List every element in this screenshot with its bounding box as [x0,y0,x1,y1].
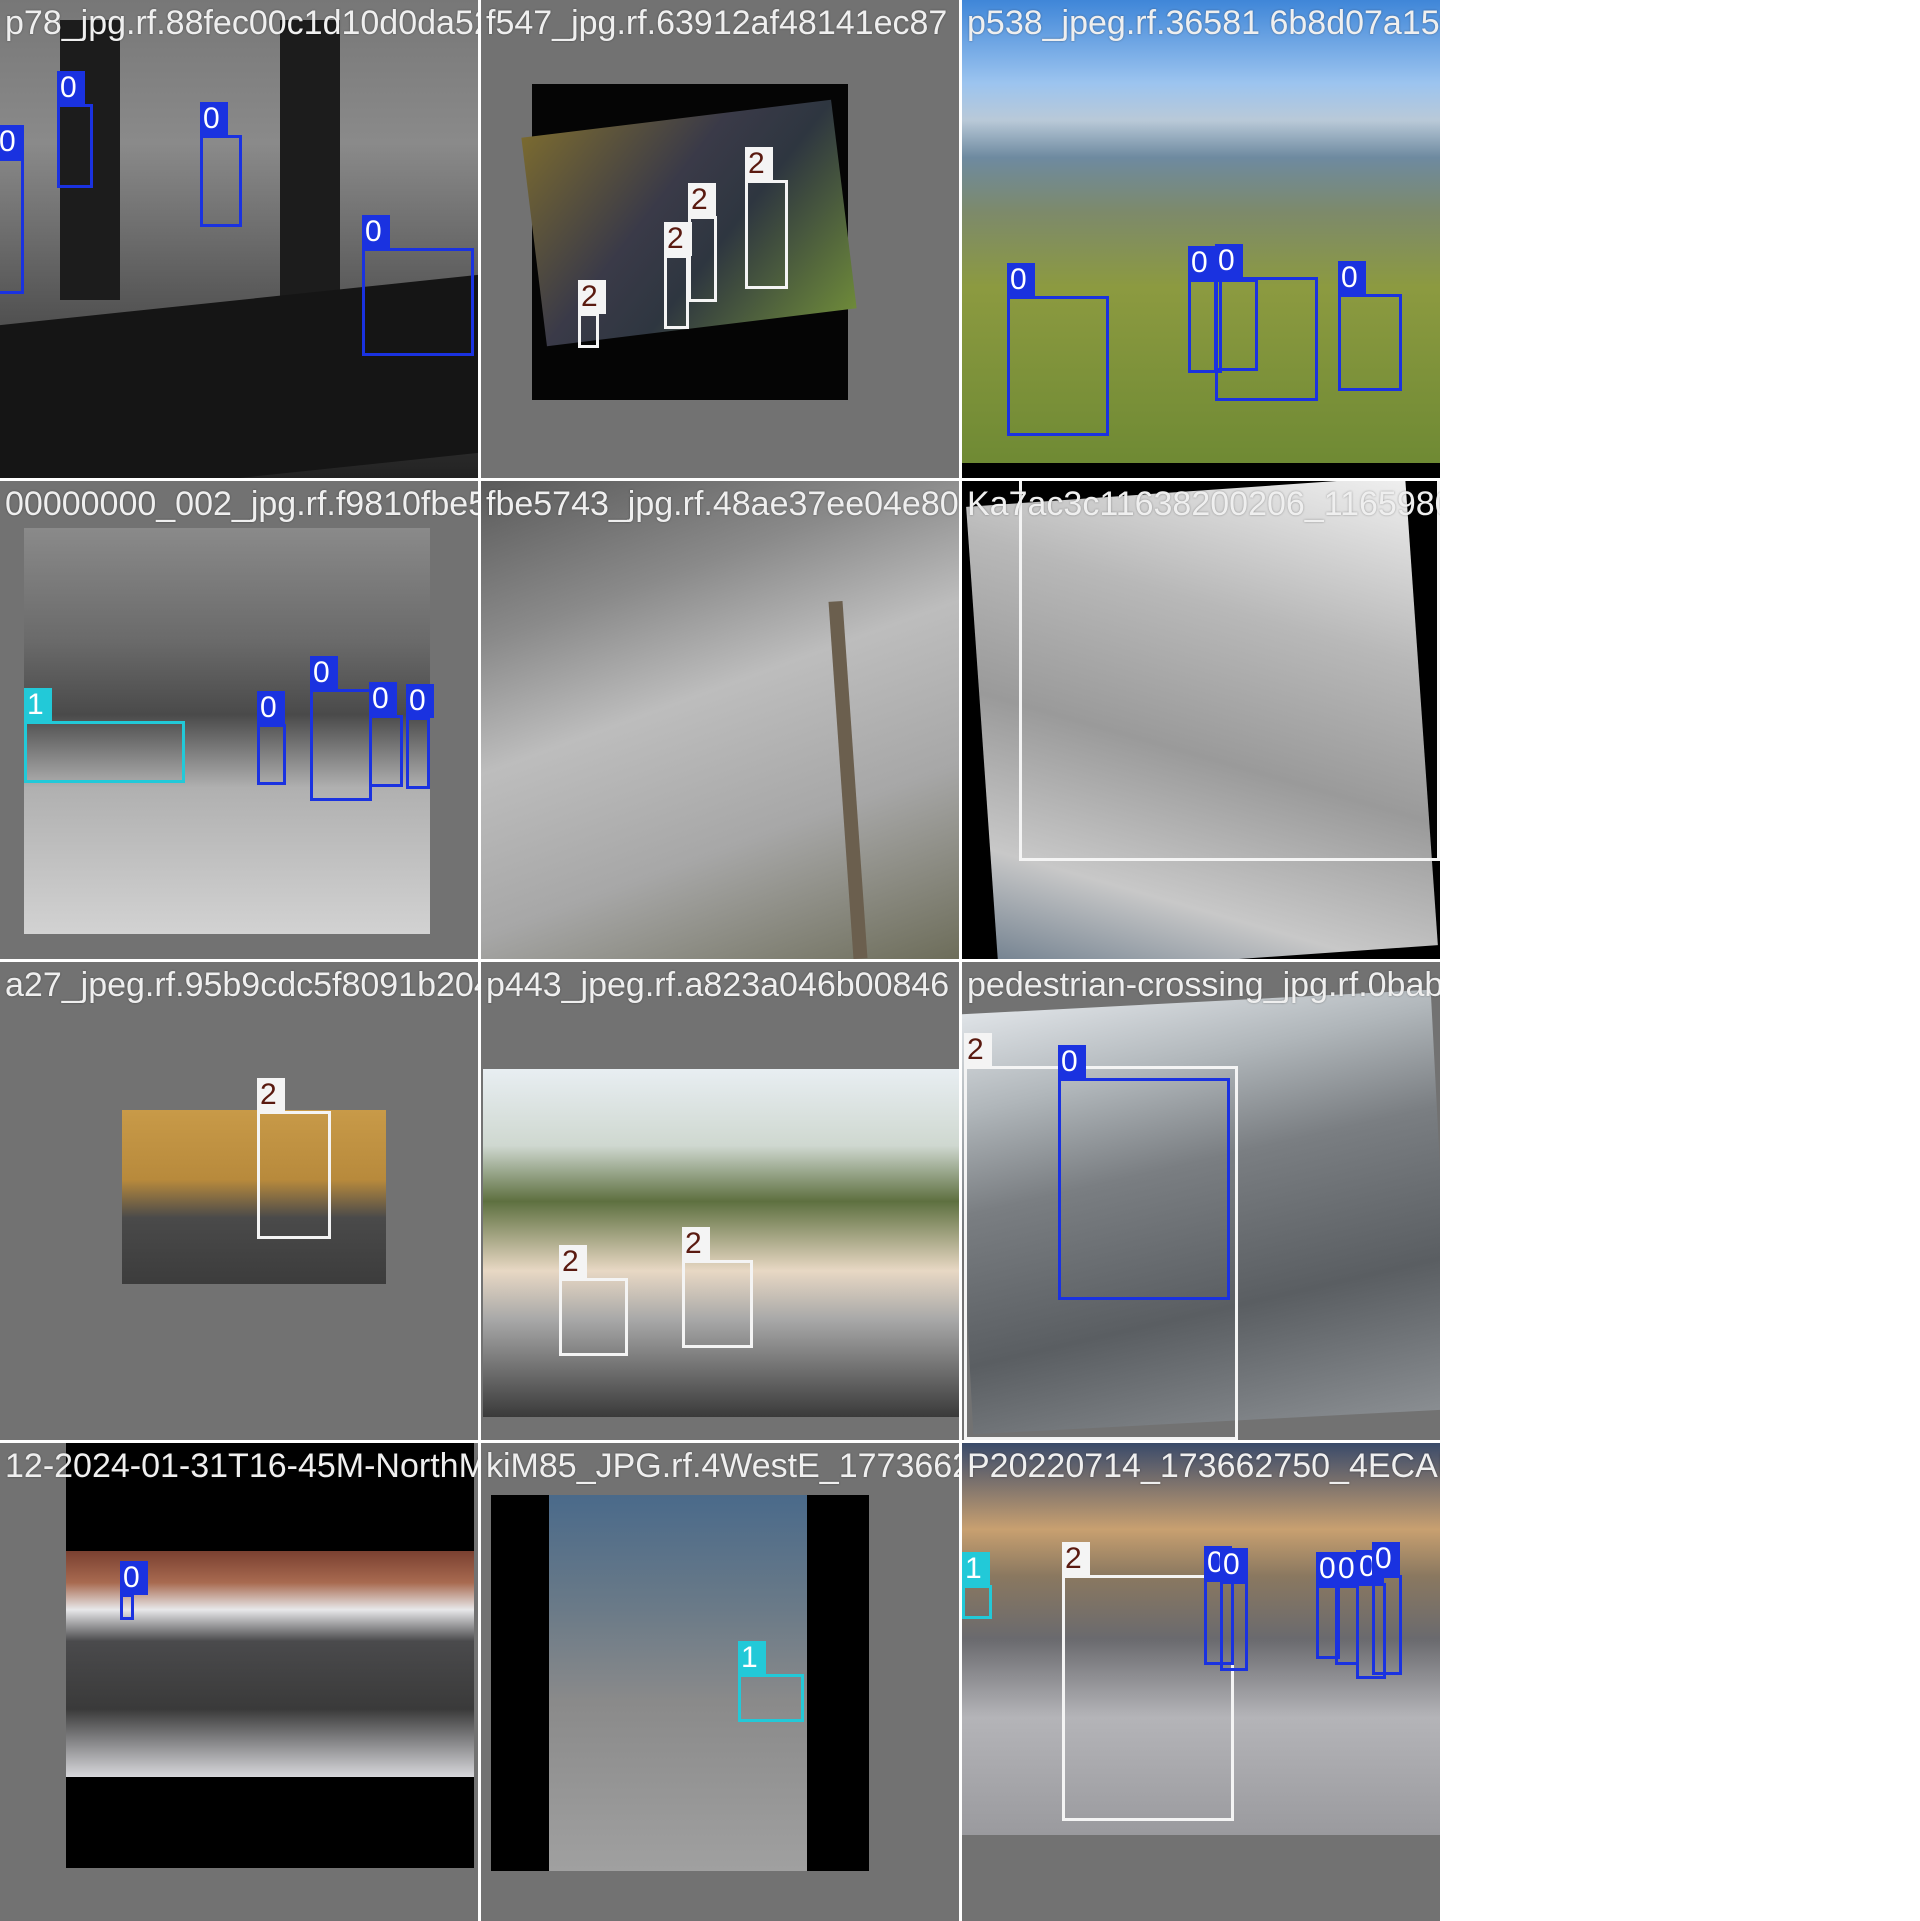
photo [962,0,1440,463]
box-class-label: 0 [0,125,24,159]
box-class-label: 0 [57,71,85,105]
bounding-box: 2 [964,1033,1238,1440]
box-class-label: 2 [682,1227,710,1261]
image-tile: 00000000_002_jpg.rf.f9810fbe5743jpg.rf.4… [0,481,478,959]
bounding-box: 0 [369,682,403,787]
bounding-box: 1 [738,1641,804,1722]
image-filename: 00000000_002_jpg.rf.f9810fbe5743jpg.rf.4… [5,485,478,523]
bounding-box: 2 [1019,481,1440,861]
image-tile: p538_jpeg.rf.36581 6b8d07a15ff9ff3fa7f32… [962,0,1440,478]
box-class-label: 2 [688,183,716,217]
bounding-box: 0 [0,125,24,294]
bounding-box: 0 [1007,263,1109,436]
image-filename: p443_jpeg.rf.a823a046b00846 [486,966,950,1004]
image-tile: P20220714_173662750_4ECAD912-81D6-40A5-B… [962,1443,1440,1921]
box-class-label: 2 [578,280,606,314]
bounding-box: 2 [745,147,788,289]
photo [962,1443,1440,1835]
image-filename: a27_jpeg.rf.95b9cdc5f8091b2043pg.rf.a823… [5,966,478,1004]
photo-arch [280,20,340,330]
bounding-box: 2 [578,280,606,348]
bounding-box: 0 [1058,1045,1230,1300]
box-class-label: 2 [664,222,692,256]
box-class-label: 2 [257,1078,285,1112]
bounding-box: 0 [1338,261,1402,391]
image-tile: a27_jpeg.rf.95b9cdc5f8091b2043pg.rf.a823… [0,962,478,1440]
box-class-label: 1 [738,1641,766,1675]
image-filename: kiM85_JPG.rf.4WestE_1773662750 [486,1447,959,1485]
bounding-box: 2 [1062,1542,1234,1821]
image-filename: p538_jpeg.rf.36581 6b8d07a15ff9ff3fa7f32… [967,4,1440,42]
box-class-label: 0 [406,684,434,718]
box-class-label: 0 [362,215,390,249]
box-class-label: 0 [1338,261,1366,295]
image-filename: Ka7ac3c11638200206_11659805_12_jpg.rf.2 [967,485,1440,523]
bounding-box: 0 [57,71,93,188]
bounding-box: 0 [1215,244,1318,401]
box-class-label: 2 [964,1033,992,1067]
box-class-label: 0 [1058,1045,1086,1079]
image-tile: f547_jpg.rf.63912af48141ec87 2 2 2 2 [481,0,959,478]
image-filename: f547_jpg.rf.63912af48141ec87 [486,4,948,42]
bounding-box: 1 [962,1552,992,1619]
image-filename: P20220714_173662750_4ECAD912-81D6-40A5-B [967,1447,1440,1485]
box-class-label: 0 [1372,1542,1400,1576]
bounding-box: 2 [682,1227,753,1348]
image-tile: pedestrian-crossing_jpg.rf.0bab0c69b1a13… [962,962,1440,1440]
photo [481,481,959,959]
bounding-box: 0 [362,215,474,356]
box-class-label: 0 [257,691,285,725]
image-tile: p443_jpeg.rf.a823a046b00846 2 2 [481,962,959,1440]
image-tile: Ka7ac3c11638200206_11659805_12_jpg.rf.2 … [962,481,1440,959]
box-class-label: 0 [200,102,228,136]
box-class-label: 0 [120,1561,148,1595]
box-class-label: 0 [369,682,397,716]
bounding-box: 1 [24,688,185,783]
box-class-label: 2 [745,147,773,181]
bounding-box: 0 [310,656,372,801]
image-filename: 12-2024-01-31T16-45M-NorthMain_NPC_4W334… [5,1447,478,1485]
box-class-label: 0 [310,656,338,690]
image-tile: p78_jpg.rf.88fec00c1d10d0da527763ffa8991… [0,0,478,478]
bounding-box: 0 [1372,1542,1402,1675]
box-class-label: 2 [1062,1542,1090,1576]
bounding-box: 2 [559,1245,628,1356]
box-class-label: 1 [24,688,52,722]
image-filename: pedestrian-crossing_jpg.rf.0bab0c69b1a13 [967,966,1440,1004]
bounding-box: 2 [257,1078,331,1239]
photo [483,1069,959,1417]
bounding-box: 0 [1356,1550,1386,1679]
bounding-box: 0 [1220,1548,1248,1671]
box-class-label: 2 [559,1245,587,1279]
mosaic-grid: p78_jpg.rf.88fec00c1d10d0da527763ffa8991… [0,0,1440,1921]
box-class-label: 0 [1007,263,1035,297]
bounding-box: 2 [688,183,717,302]
photo [122,1110,386,1284]
bounding-box: 2 [664,222,692,329]
image-tile: 12-2024-01-31T16-45M-NorthMain_NPC_4W334… [0,1443,478,1921]
image-filename: p78_jpg.rf.88fec00c1d10d0da527763ffa8991… [5,4,478,42]
image-filename: fbe5743_jpg.rf.48ae37ee04e80 [486,485,959,523]
bounding-box: 0 [406,684,434,789]
box-class-label: 1 [962,1552,990,1586]
image-tile: fbe5743_jpg.rf.48ae37ee04e80 [481,481,959,959]
box-class-label: 0 [1220,1548,1248,1582]
box-class-label: 0 [1215,244,1243,278]
bounding-box: 0 [257,691,286,785]
bounding-box: 0 [120,1561,148,1620]
bounding-box: 0 [200,102,242,227]
photo [24,528,430,934]
box-class-label: 0 [1188,246,1216,280]
bounding-box: 0 [1188,246,1222,373]
photo-border [962,463,1440,478]
photo [549,1495,807,1871]
image-tile: kiM85_JPG.rf.4WestE_1773662750 1 [481,1443,959,1921]
